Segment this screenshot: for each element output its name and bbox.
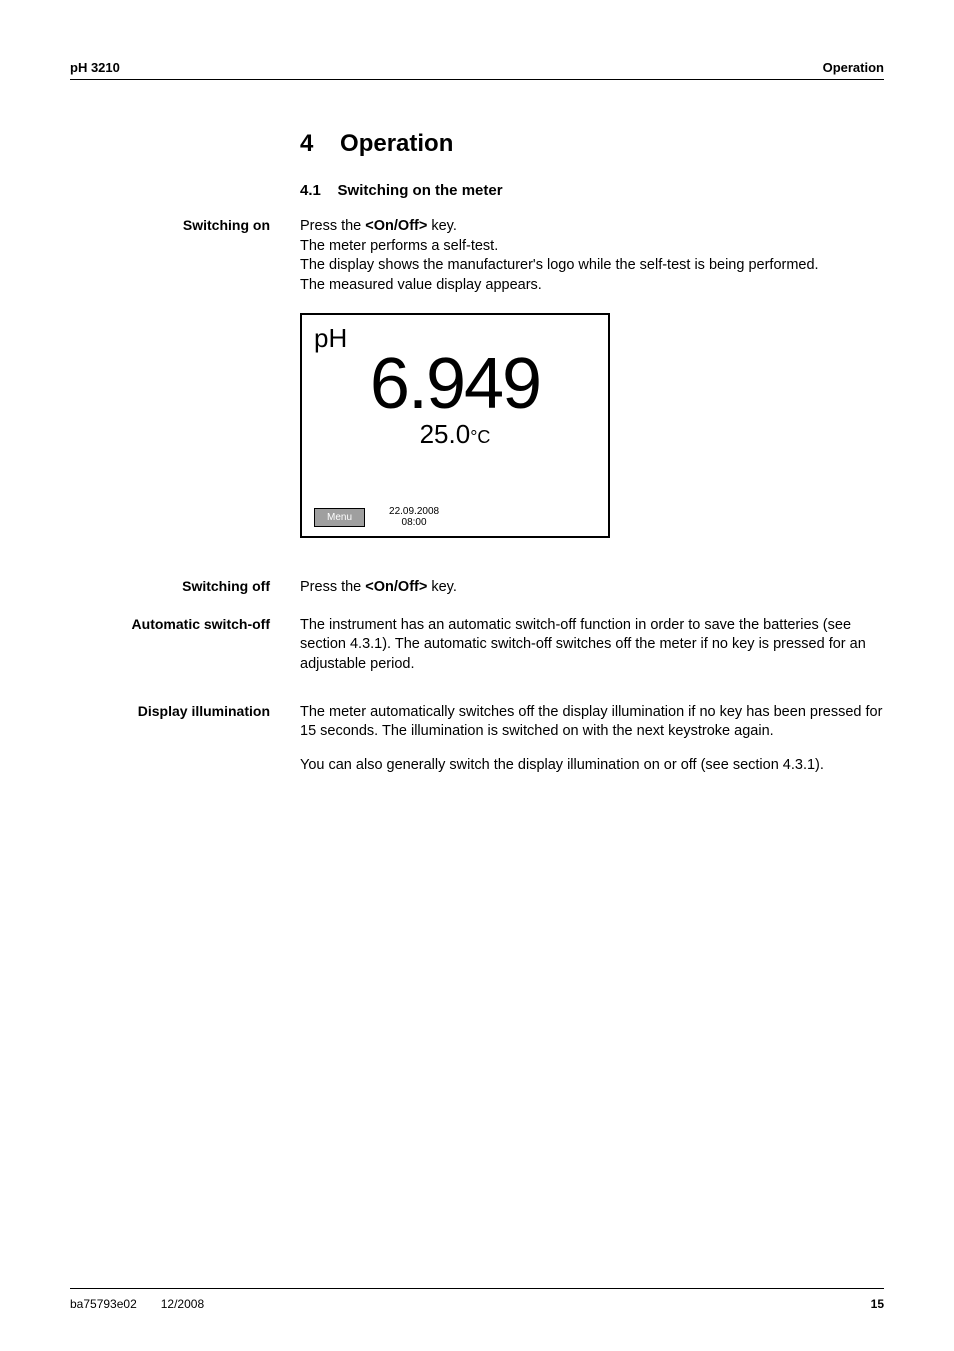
lcd-temp-value: 25.0	[420, 419, 471, 449]
switching-off-key: <On/Off>	[365, 579, 427, 595]
header-right: Operation	[823, 60, 884, 75]
switching-on-key: <On/Off>	[365, 218, 427, 234]
switching-on-line3: The display shows the manufacturer's log…	[300, 257, 819, 273]
switching-off-pre: Press the	[300, 579, 365, 595]
footer-page: 15	[871, 1297, 884, 1311]
text-auto-switch-off: The instrument has an automatic switch-o…	[300, 616, 884, 675]
header-left: pH 3210	[70, 60, 120, 75]
lcd-temp-unit: °C	[470, 427, 490, 447]
section-number: 4	[300, 130, 313, 157]
label-switching-on: Switching on	[70, 217, 300, 295]
lcd-temp: 25.0°C	[302, 419, 608, 450]
switching-on-line2: The meter performs a self-test.	[300, 238, 498, 254]
lcd-datetime: 22.09.2008 08:00	[389, 506, 439, 528]
subsection-number: 4.1	[300, 182, 321, 199]
section-title: Operation	[340, 130, 453, 157]
header-rule	[70, 79, 884, 80]
switching-on-line1-post: key.	[427, 218, 457, 234]
text-display-illumination: The meter automatically switches off the…	[300, 703, 884, 776]
text-switching-on: Press the <On/Off> key. The meter perfor…	[300, 217, 884, 295]
lcd-display: pH 6.949 25.0°C Menu 22.09.2008 08:00	[300, 313, 610, 538]
subsection-title: Switching on the meter	[338, 182, 503, 199]
switching-on-line4: The measured value display appears.	[300, 277, 542, 293]
label-switching-off: Switching off	[70, 578, 300, 598]
text-switching-off: Press the <On/Off> key.	[300, 578, 884, 598]
footer-rule	[70, 1288, 884, 1289]
footer-date: 12/2008	[161, 1297, 204, 1311]
subsection-heading: 4.1 Switching on the meter	[300, 182, 884, 199]
lcd-value: 6.949	[302, 343, 608, 425]
lcd-time: 08:00	[389, 517, 439, 528]
footer: ba75793e02 12/2008 15	[70, 1288, 884, 1311]
footer-doc: ba75793e02	[70, 1297, 137, 1311]
lcd-date: 22.09.2008	[389, 506, 439, 517]
display-illum-p1: The meter automatically switches off the…	[300, 703, 884, 742]
section-heading: 4 Operation	[300, 130, 884, 158]
display-illum-p2: You can also generally switch the displa…	[300, 756, 884, 776]
lcd-menu-button: Menu	[314, 508, 365, 527]
label-auto-switch-off: Automatic switch-off	[70, 616, 300, 675]
label-display-illumination: Display illumination	[70, 703, 300, 776]
switching-on-line1-pre: Press the	[300, 218, 365, 234]
switching-off-post: key.	[427, 579, 457, 595]
